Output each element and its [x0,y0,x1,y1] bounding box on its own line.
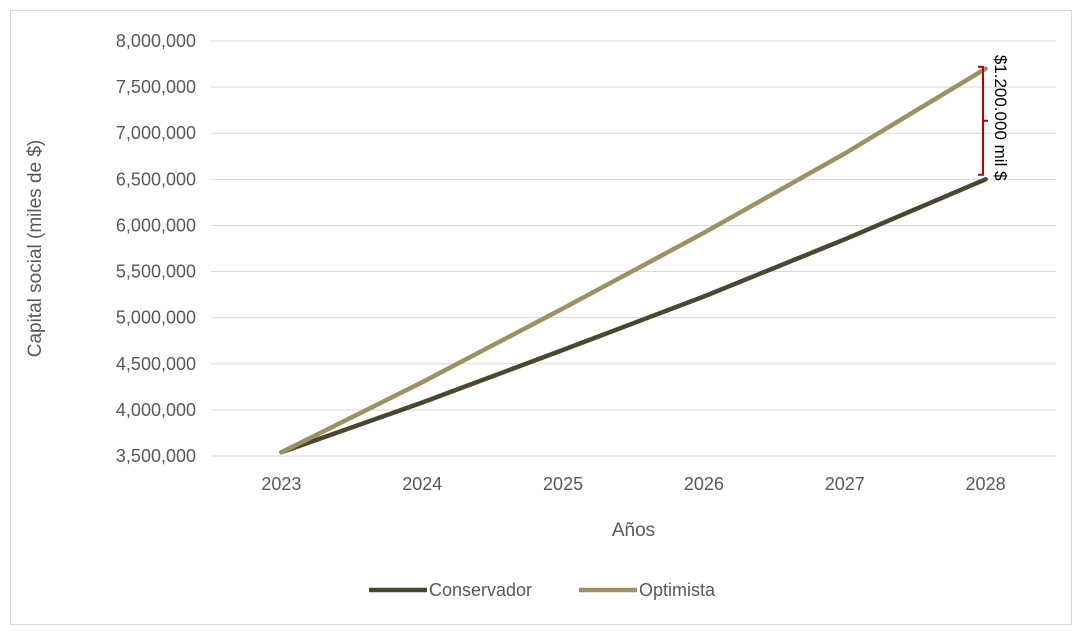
y-tick-label: 5,500,000 [116,262,196,282]
annotation: $1.200.000 mil $ [978,55,1010,181]
y-tick-label: 7,000,000 [116,123,196,143]
y-tick-label: 4,500,000 [116,354,196,374]
chart-frame: 3,500,000 4,000,000 4,500,000 5,000,000 5,50… [10,10,1072,625]
y-tick-label: 6,000,000 [116,215,196,235]
legend-label: Optimista [639,580,716,600]
y-axis-label: Capital social (miles de $) [25,140,46,358]
y-tick-labels: 3,500,000 4,000,000 4,500,000 5,000,000 5,50… [116,31,196,466]
series-line-conservador [279,177,988,455]
x-axis-label: Años [612,520,655,541]
y-tick-label: 4,000,000 [116,400,196,420]
y-tick-label: 8,000,000 [116,31,196,51]
series-line-optimista [279,66,988,455]
y-tick-label: 5,000,000 [116,308,196,328]
legend-label: Conservador [429,580,532,600]
x-tick-label: 2028 [966,474,1006,494]
legend: Conservador Optimista [369,580,716,600]
x-tick-label: 2025 [543,474,583,494]
y-tick-label: 7,500,000 [116,77,196,97]
x-tick-labels: 2023 2024 2025 2026 2027 2028 [261,474,1005,494]
x-tick-label: 2024 [402,474,442,494]
x-tick-label: 2023 [261,474,301,494]
series-lines [279,66,988,455]
line-chart: 3,500,000 4,000,000 4,500,000 5,000,000 5,50… [25,31,1056,600]
y-tick-label: 3,500,000 [116,446,196,466]
annotation-bracket [978,65,988,176]
x-tick-label: 2027 [825,474,865,494]
annotation-label: $1.200.000 mil $ [991,55,1010,181]
x-tick-label: 2026 [684,474,724,494]
y-tick-label: 6,500,000 [116,169,196,189]
